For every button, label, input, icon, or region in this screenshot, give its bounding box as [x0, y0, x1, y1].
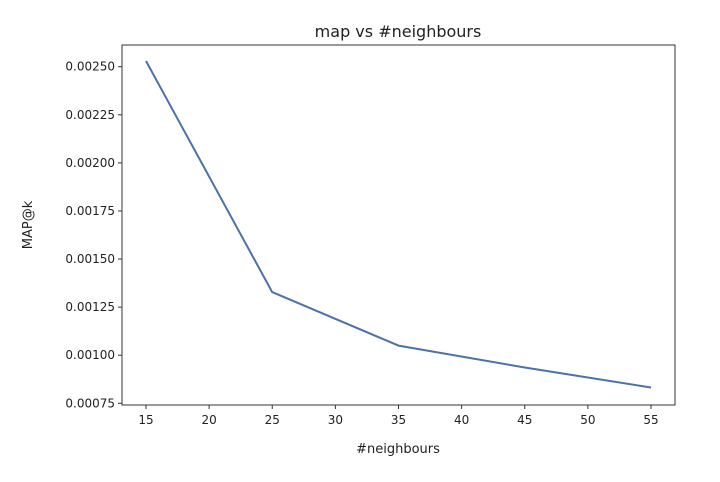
x-tick-label: 40: [454, 413, 469, 427]
plot-frame: [121, 44, 676, 406]
x-tick-label: 20: [201, 413, 216, 427]
y-tick-label: 0.00200: [65, 156, 115, 170]
y-tick-label: 0.00100: [65, 348, 115, 362]
x-axis-label: #neighbours: [356, 442, 440, 457]
x-tick-label: 15: [138, 413, 153, 427]
chart-title: map vs #neighbours: [315, 22, 482, 41]
y-axis-label: MAP@k: [21, 200, 36, 249]
series-line: [145, 60, 652, 389]
x-tick-label: 50: [580, 413, 595, 427]
y-tick-label: 0.00150: [65, 252, 115, 266]
x-tick-label: 25: [265, 413, 280, 427]
y-tick-label: 0.00075: [65, 396, 115, 410]
y-tick-label: 0.00225: [65, 108, 115, 122]
y-tick-label: 0.00125: [65, 300, 115, 314]
y-tick-label: 0.00175: [65, 204, 115, 218]
y-tick-label: 0.00250: [65, 60, 115, 74]
x-tick-label: 30: [328, 413, 343, 427]
x-tick-label: 45: [517, 413, 532, 427]
x-tick-label: 35: [391, 413, 406, 427]
x-tick-label: 55: [643, 413, 658, 427]
